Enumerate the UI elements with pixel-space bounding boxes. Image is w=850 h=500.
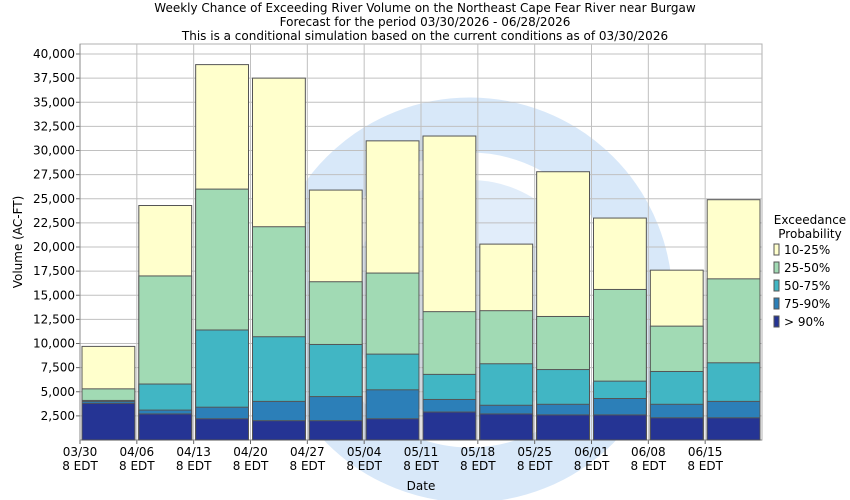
- y-tick-label: 12,500: [33, 312, 75, 326]
- legend-title: Probability: [778, 227, 841, 241]
- x-tick-sublabel: 8 EDT: [62, 459, 98, 473]
- legend-swatch: [773, 243, 780, 256]
- x-tick-sublabel: 8 EDT: [176, 459, 212, 473]
- x-tick-label: 04/27: [290, 445, 325, 459]
- x-tick-sublabel: 8 EDT: [233, 459, 269, 473]
- y-tick-label: 30,000: [33, 144, 75, 158]
- x-tick-sublabel: 8 EDT: [687, 459, 723, 473]
- bar-segment: [308, 420, 363, 441]
- x-tick-label: 03/30: [63, 445, 98, 459]
- x-tick-sublabel: 8 EDT: [119, 459, 155, 473]
- legend-label: 50-75%: [784, 279, 830, 293]
- x-tick-sublabel: 8 EDT: [460, 459, 496, 473]
- x-tick-sublabel: 8 EDT: [631, 459, 667, 473]
- y-tick-label: 25,000: [33, 192, 75, 206]
- x-tick-label: 05/25: [517, 445, 552, 459]
- y-tick-label: 27,500: [33, 168, 75, 182]
- bar-segment: [536, 414, 591, 441]
- x-tick-label: 05/04: [347, 445, 382, 459]
- legend-title: Exceedance: [774, 213, 846, 227]
- x-tick-label: 04/20: [233, 445, 268, 459]
- y-tick-label: 37,500: [33, 71, 75, 85]
- chart-title: Weekly Chance of Exceeding River Volume …: [154, 1, 696, 15]
- y-tick-label: 2,500: [41, 409, 75, 423]
- bar-segment: [649, 417, 704, 441]
- x-tick-label: 04/06: [120, 445, 155, 459]
- legend-label: > 90%: [784, 315, 825, 329]
- legend-label: 75-90%: [784, 297, 830, 311]
- x-tick-sublabel: 8 EDT: [290, 459, 326, 473]
- x-tick-sublabel: 8 EDT: [517, 459, 553, 473]
- chart-subtitle: Forecast for the period 03/30/2026 - 06/…: [279, 15, 571, 29]
- y-tick-label: 15,000: [33, 288, 75, 302]
- legend-label: 10-25%: [784, 243, 830, 257]
- y-tick-label: 35,000: [33, 95, 75, 109]
- x-tick-label: 05/18: [461, 445, 496, 459]
- bar-segment: [365, 418, 420, 441]
- bar-segment: [422, 411, 477, 441]
- bar-segment: [81, 402, 136, 441]
- y-tick-label: 17,500: [33, 264, 75, 278]
- x-tick-label: 05/11: [404, 445, 439, 459]
- x-tick-sublabel: 8 EDT: [346, 459, 382, 473]
- bar-segment: [479, 413, 534, 441]
- y-tick-label: 7,500: [41, 361, 75, 375]
- x-tick-label: 06/01: [574, 445, 609, 459]
- legend-swatch: [773, 315, 780, 328]
- legend-label: 25-50%: [784, 261, 830, 275]
- y-tick-label: 40,000: [33, 47, 75, 61]
- y-axis-label: Volume (AC-FT): [11, 196, 25, 289]
- y-tick-label: 22,500: [33, 216, 75, 230]
- y-tick-label: 20,000: [33, 240, 75, 254]
- y-tick-label: 32,500: [33, 119, 75, 133]
- y-tick-label: 5,000: [41, 385, 75, 399]
- chart-subtitle-2: This is a conditional simulation based o…: [181, 29, 669, 43]
- legend-swatch: [773, 279, 780, 292]
- x-tick-sublabel: 8 EDT: [574, 459, 610, 473]
- x-tick-label: 04/13: [176, 445, 211, 459]
- bar-segment: [593, 414, 647, 441]
- bar-segment: [195, 418, 250, 441]
- x-axis-label: Date: [407, 479, 436, 493]
- bar-segment: [252, 420, 306, 441]
- legend-swatch: [773, 261, 780, 274]
- bar-segment: [706, 417, 761, 441]
- x-tick-sublabel: 8 EDT: [403, 459, 439, 473]
- x-tick-label: 06/15: [688, 445, 723, 459]
- bar-segment: [138, 413, 193, 441]
- legend-swatch: [773, 297, 780, 310]
- y-tick-label: 10,000: [33, 337, 75, 351]
- x-tick-label: 06/08: [631, 445, 666, 459]
